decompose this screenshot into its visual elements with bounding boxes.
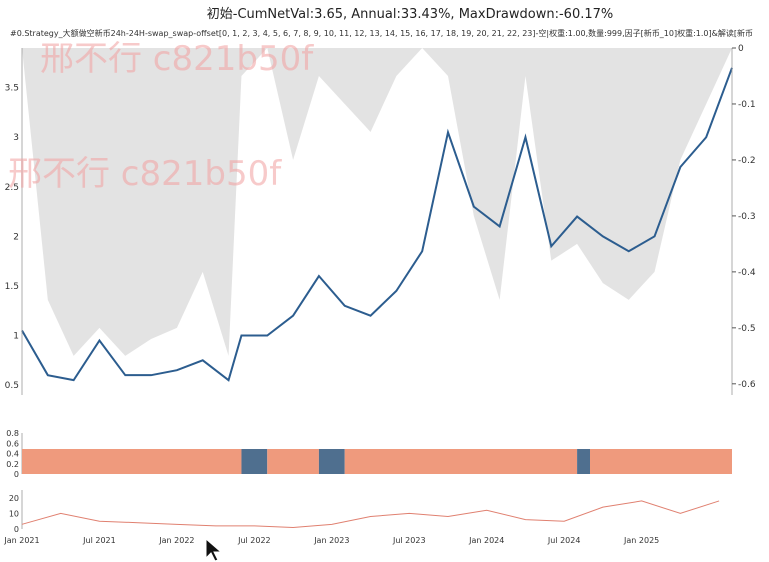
watermark-1: 邢不行 c821b50f [40,39,314,79]
nav-line [21,67,733,382]
x-tick-label: Jan 2023 [313,536,349,545]
x-tick-label: Jan 2024 [468,536,504,545]
position-panel: 00.20.4 0.60.8 [6,429,732,479]
x-axis: Jan 2021 Jul 2021 Jan 2022 Jul 2022 Jan 2023… [3,536,659,545]
position-tick-label: 0.4 [6,450,19,459]
right-tick-label: -0.3 [738,212,756,222]
left-tick-label: 1.5 [5,282,19,292]
chart-subtitle: #0.Strategy_大额做空新币24h-24H-swap_swap-offs… [10,28,753,38]
position-segment [577,449,590,474]
right-tick-label: -0.4 [738,268,756,278]
right-tick-label: -0.6 [738,380,756,390]
left-tick-label: 3 [13,133,19,143]
position-segment [267,449,319,474]
position-segment [241,449,268,474]
position-segment [344,449,578,474]
position-tick-label: 0.2 [6,460,19,469]
x-tick-label: Jul 2022 [237,536,271,545]
x-tick-label: Jan 2021 [3,536,39,545]
position-segment [590,449,732,474]
left-tick-label: 0.5 [5,381,19,391]
left-tick-label: 2 [13,232,19,242]
left-tick-label: 1 [13,332,19,342]
left-tick-label: 3.5 [5,84,19,94]
main-panel: 0.5 1 1.5 2 2.5 3 3.5 0 -0.1 -0.2 -0.3 -0.4 -0.5 -0.6 [5,44,756,395]
bottom-line [21,500,720,528]
position-tick-label: 0.8 [6,429,19,438]
left-tick-label: 2.5 [5,183,19,193]
position-tick-label: 0.6 [6,439,19,448]
bottom-tick-label: 20 [9,494,19,503]
drawdown-area [22,48,732,356]
right-tick-label: -0.5 [738,324,756,334]
x-tick-label: Jul 2023 [392,536,426,545]
position-segment [22,449,242,474]
x-tick-label: Jul 2021 [82,536,116,545]
right-tick-label: -0.2 [738,156,756,166]
bottom-panel: 0 10 20 [9,490,720,534]
right-tick-label: 0 [738,44,744,54]
right-tick-label: -0.1 [738,100,756,110]
position-segment [318,449,345,474]
x-tick-label: Jan 2022 [158,536,194,545]
bottom-tick-label: 0 [14,525,19,534]
bottom-tick-label: 10 [9,509,19,518]
watermark-2: 邢不行 c821b50f [8,154,282,194]
x-tick-label: Jul 2024 [547,536,581,545]
x-tick-label: Jan 2025 [623,536,659,545]
position-tick-label: 0 [14,470,19,479]
mouse-cursor-icon [205,538,223,562]
chart-title: 初始-CumNetVal:3.65, Annual:33.43%, MaxDra… [207,7,614,22]
